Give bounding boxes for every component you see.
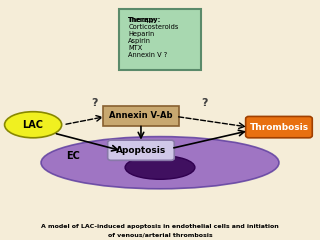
- Text: Apoptosis: Apoptosis: [116, 146, 166, 155]
- Text: ?: ?: [201, 98, 208, 108]
- FancyBboxPatch shape: [119, 8, 201, 70]
- Text: ?: ?: [92, 98, 98, 108]
- FancyBboxPatch shape: [108, 140, 174, 160]
- Text: Thrombosis: Thrombosis: [249, 123, 308, 132]
- Text: A model of LAC-induced apoptosis in endothelial cells and initiation: A model of LAC-induced apoptosis in endo…: [41, 224, 279, 229]
- Text: Therapy:: Therapy:: [128, 17, 162, 23]
- Ellipse shape: [41, 137, 279, 189]
- FancyBboxPatch shape: [103, 106, 179, 126]
- Text: Annexin V-Ab: Annexin V-Ab: [109, 111, 173, 120]
- Text: LAC: LAC: [23, 120, 44, 130]
- Text: Therapy:
Corticosteroids
Heparin
Aspirin
MTX
Annexin V ?: Therapy: Corticosteroids Heparin Aspirin…: [128, 17, 179, 58]
- Text: of venous/arterial thrombosis: of venous/arterial thrombosis: [108, 233, 212, 238]
- Text: EC: EC: [66, 150, 80, 161]
- Ellipse shape: [4, 112, 62, 138]
- Ellipse shape: [125, 156, 195, 179]
- FancyBboxPatch shape: [246, 116, 312, 138]
